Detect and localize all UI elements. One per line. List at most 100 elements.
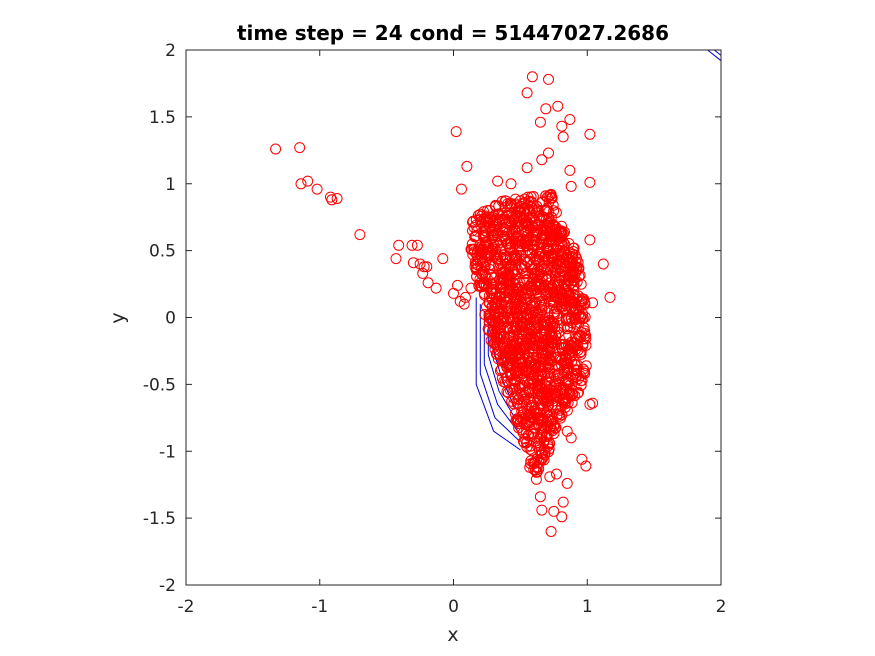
- y-tick-label: -2: [159, 576, 176, 596]
- cloud-point: [497, 230, 509, 242]
- scatter-point: [270, 143, 282, 155]
- cloud-point: [566, 356, 578, 368]
- scatter-point: [450, 126, 462, 138]
- cloud-point: [518, 436, 529, 448]
- scatter-point: [557, 131, 569, 143]
- cloud-point: [552, 370, 564, 381]
- scatter-point: [556, 511, 568, 523]
- cloud-point: [533, 251, 545, 263]
- scatter-point: [295, 178, 307, 190]
- cloud-point: [516, 315, 528, 326]
- cloud-point: [537, 196, 549, 208]
- cloud-point: [541, 242, 553, 254]
- cloud-point: [536, 223, 548, 235]
- cloud-point: [542, 333, 554, 344]
- cloud-point: [545, 350, 557, 362]
- cloud-point: [550, 352, 562, 364]
- cloud-point: [526, 444, 538, 456]
- y-tick-label: -1.5: [143, 509, 176, 529]
- scatter-point: [543, 147, 554, 159]
- contour-line: [479, 304, 520, 441]
- cloud-point: [571, 331, 582, 343]
- cloud-point: [521, 333, 533, 345]
- cloud-point: [537, 416, 549, 427]
- cloud-point: [541, 381, 553, 393]
- cloud-point: [520, 268, 532, 280]
- cloud-point: [559, 367, 571, 379]
- scatter-point: [331, 193, 343, 204]
- scatter-point: [521, 162, 533, 174]
- cloud-point: [554, 381, 566, 393]
- cloud-point: [499, 224, 511, 235]
- scatter-point: [461, 160, 473, 172]
- scatter-point: [544, 471, 556, 483]
- cloud-point: [507, 312, 519, 324]
- scatter-point: [505, 178, 517, 190]
- cloud-point: [505, 360, 517, 372]
- cloud-point: [513, 393, 525, 405]
- cloud-point: [524, 386, 536, 398]
- cloud-point: [518, 254, 530, 265]
- cloud-point: [508, 330, 520, 342]
- cloud-point: [514, 240, 526, 252]
- y-tick-label: -1: [159, 442, 176, 462]
- cloud-point: [563, 363, 575, 374]
- cloud-point: [531, 372, 542, 384]
- cloud-point: [545, 371, 557, 383]
- cloud-point: [546, 261, 558, 273]
- cloud-point: [477, 231, 489, 242]
- cloud-point: [535, 440, 547, 452]
- scatter-point: [354, 229, 366, 241]
- cloud-point: [533, 454, 545, 466]
- cloud-point: [565, 250, 577, 262]
- cloud-point: [563, 312, 575, 324]
- cloud-point: [572, 263, 584, 275]
- cloud-point: [566, 368, 578, 380]
- cloud-point: [535, 364, 547, 376]
- scatter-point: [492, 175, 504, 187]
- cloud-point: [489, 343, 501, 355]
- cloud-point: [546, 192, 558, 204]
- cloud-point: [544, 216, 556, 227]
- cloud-point: [505, 280, 517, 291]
- cloud-point: [497, 249, 509, 261]
- cloud-point: [531, 207, 543, 219]
- cloud-point: [539, 279, 551, 291]
- cloud-point: [522, 256, 534, 268]
- cloud-point: [502, 277, 514, 289]
- scatter-point: [580, 460, 592, 472]
- x-tick-labels: -2 -1 0 1 2: [178, 597, 727, 617]
- scatter-point: [534, 491, 546, 503]
- cloud-point: [517, 427, 529, 439]
- cloud-point: [545, 291, 557, 303]
- cloud-point: [546, 329, 558, 341]
- scatter-point: [543, 73, 554, 85]
- cloud-point: [540, 273, 552, 285]
- scatter-point: [458, 298, 470, 310]
- cloud-point: [542, 361, 554, 373]
- cloud-point: [518, 340, 529, 351]
- contour-line: [475, 297, 521, 451]
- cloud-point: [532, 440, 544, 452]
- y-tick-label: -0.5: [143, 375, 176, 395]
- cloud-point: [553, 408, 565, 420]
- cloud-point: [494, 341, 506, 353]
- scatter-point: [536, 154, 548, 166]
- cloud-point: [511, 398, 523, 410]
- cloud-point: [547, 199, 559, 211]
- cloud-point: [512, 299, 524, 311]
- cloud-point: [547, 296, 559, 308]
- cloud-point: [471, 249, 483, 261]
- cloud-point: [536, 430, 548, 442]
- cloud-point: [485, 335, 497, 346]
- cloud-point: [513, 382, 525, 394]
- cloud-point: [521, 364, 533, 376]
- cloud-point: [552, 323, 564, 335]
- cloud-point: [523, 286, 535, 298]
- cloud-point: [541, 263, 553, 275]
- scatter-point: [557, 496, 569, 508]
- cloud-point: [575, 278, 587, 290]
- cloud-point: [547, 266, 559, 278]
- cloud-point: [494, 303, 506, 314]
- scatter-point: [604, 291, 616, 303]
